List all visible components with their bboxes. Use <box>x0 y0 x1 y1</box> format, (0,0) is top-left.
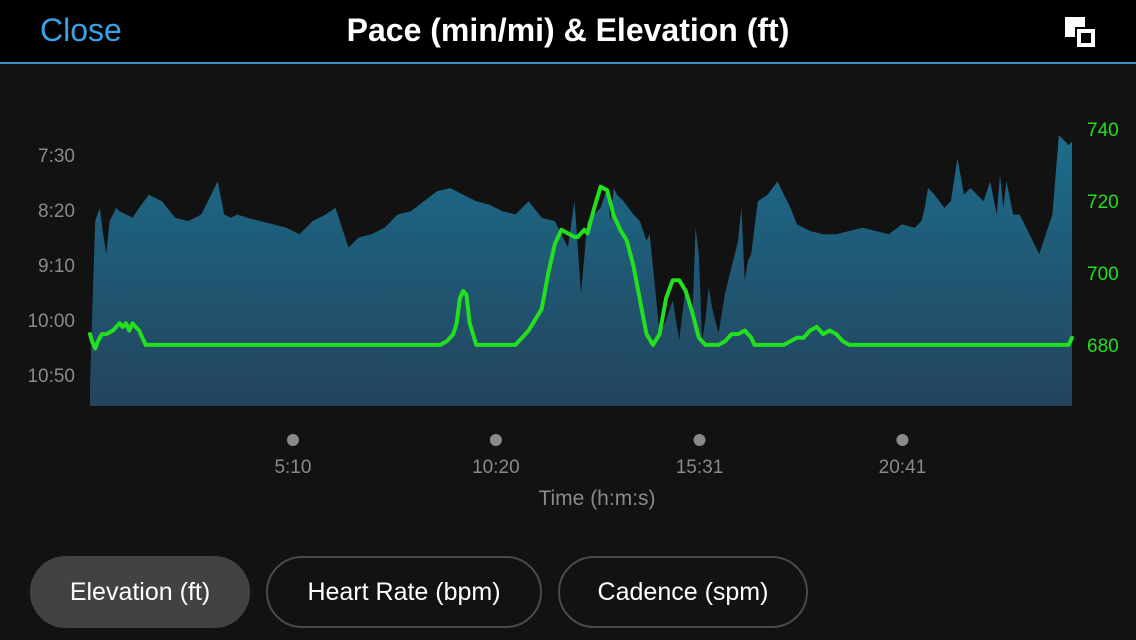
pace-tick-label: 8:20 <box>38 201 75 222</box>
time-axis: 5:10 10:20 15:31 20:41 <box>274 434 926 478</box>
header-bar: Close Pace (min/mi) & Elevation (ft) <box>0 0 1136 64</box>
pace-tick-label: 9:10 <box>38 256 75 277</box>
x-axis-label: Time (h:m:s) <box>538 487 655 510</box>
pace-elevation-chart: 7:30 8:20 9:10 10:00 10:50 740 720 700 680 5:10… <box>27 120 1119 510</box>
elevation-line <box>88 184 1074 351</box>
pace-tick-label: 7:30 <box>38 146 75 167</box>
expand-icon[interactable] <box>1062 14 1098 50</box>
time-tick-marker <box>693 434 706 446</box>
pace-tick-label: 10:50 <box>27 366 75 387</box>
time-tick-marker <box>896 434 909 446</box>
plot-area <box>88 135 1074 406</box>
elevation-tick-label: 680 <box>1087 336 1119 357</box>
elevation-axis: 740 720 700 680 <box>1087 120 1119 357</box>
time-tick-label: 20:41 <box>879 457 927 478</box>
pace-area <box>90 135 1072 406</box>
close-button[interactable]: Close <box>40 12 122 48</box>
tab-heart-rate[interactable]: Heart Rate (bpm) <box>266 556 542 628</box>
tab-elevation[interactable]: Elevation (ft) <box>30 556 250 628</box>
time-tick-label: 15:31 <box>676 457 724 478</box>
time-tick-marker <box>286 434 299 446</box>
page-title: Pace (min/mi) & Elevation (ft) <box>346 12 790 48</box>
pace-tick-label: 10:00 <box>27 311 75 332</box>
time-tick-label: 5:10 <box>274 457 311 478</box>
tab-cadence[interactable]: Cadence (spm) <box>558 556 808 628</box>
time-tick-label: 10:20 <box>472 457 520 478</box>
pace-axis: 7:30 8:20 9:10 10:00 10:50 <box>27 146 75 387</box>
elevation-tick-label: 740 <box>1087 120 1119 141</box>
elevation-tick-label: 700 <box>1087 264 1119 285</box>
elevation-tick-label: 720 <box>1087 192 1119 213</box>
time-tick-marker <box>489 434 502 446</box>
